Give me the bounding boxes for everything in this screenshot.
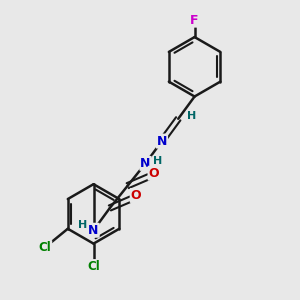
Text: F: F	[190, 14, 199, 27]
Text: Cl: Cl	[38, 241, 51, 254]
Text: N: N	[88, 224, 99, 237]
Text: O: O	[148, 167, 159, 180]
Text: Cl: Cl	[87, 260, 100, 273]
Text: O: O	[131, 189, 141, 202]
Text: N: N	[157, 135, 167, 148]
Text: N: N	[140, 157, 151, 170]
Text: H: H	[187, 111, 196, 121]
Text: H: H	[78, 220, 87, 230]
Text: H: H	[153, 156, 163, 166]
